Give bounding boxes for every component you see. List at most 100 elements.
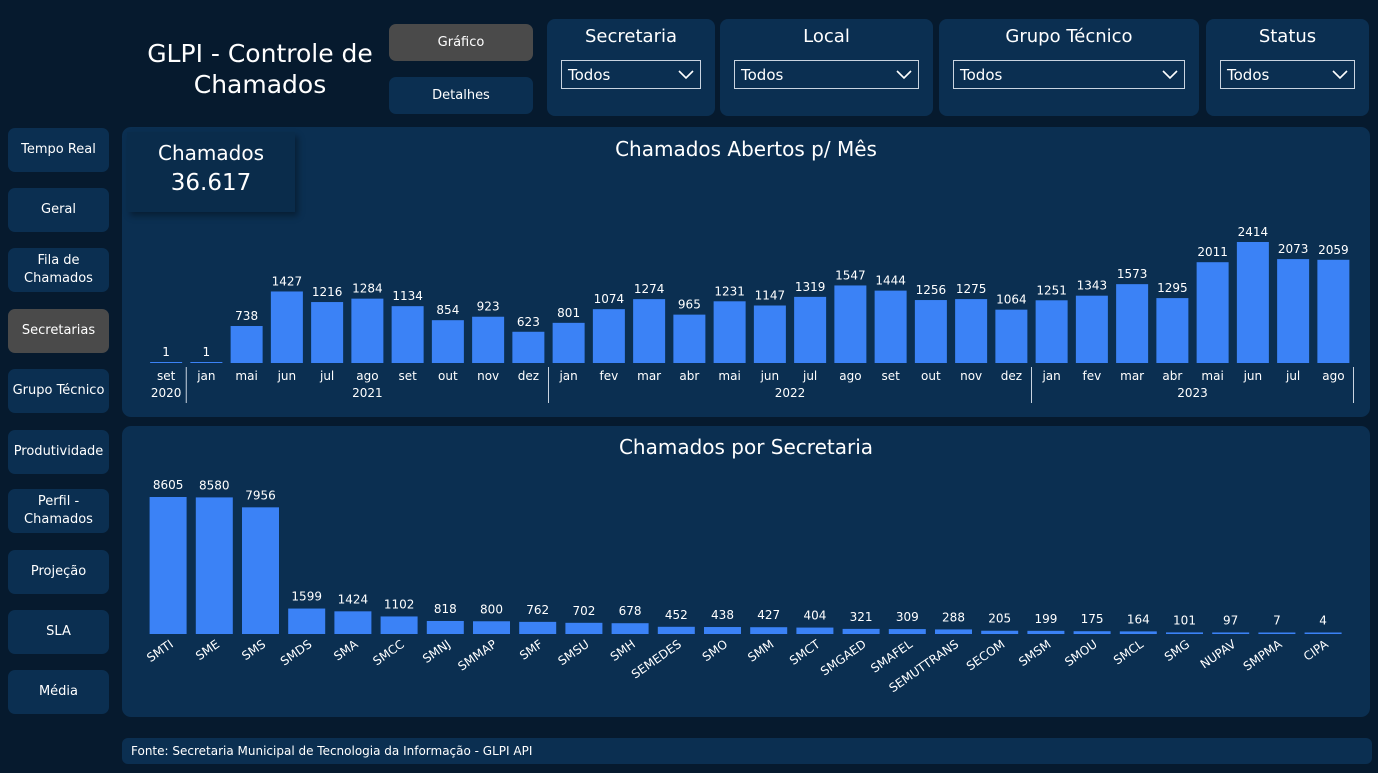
x-tick-label: SECOM xyxy=(964,637,1008,673)
monthly-chart-panel: Chamados Abertos p/ Mês 1 set 1 jan 738 mai 14… xyxy=(122,127,1370,417)
x-tick-label: SMF xyxy=(517,637,545,663)
bar xyxy=(426,620,464,634)
x-tick-label: SMOU xyxy=(1062,637,1100,669)
data-label: 199 xyxy=(1034,612,1057,626)
x-tick-label: NUPAV xyxy=(1198,637,1239,672)
x-tick-label: SMG xyxy=(1162,637,1192,664)
grupo-tecnico-select[interactable]: Todos xyxy=(953,60,1185,89)
data-label: 762 xyxy=(526,603,549,617)
x-tick-label: jul xyxy=(802,369,817,383)
sidebar-item-projecao[interactable]: Projeção xyxy=(8,550,109,594)
data-label: 854 xyxy=(436,303,459,317)
sidebar-item-tempo-real[interactable]: Tempo Real xyxy=(8,128,109,172)
bar xyxy=(552,322,585,363)
data-label: 738 xyxy=(235,309,258,323)
filter-local: Local Todos xyxy=(720,19,933,116)
x-tick-label: jan xyxy=(558,369,577,383)
bar xyxy=(633,299,666,363)
x-tick-label: jun xyxy=(1243,369,1263,383)
bar xyxy=(242,507,279,634)
chevron-down-icon xyxy=(678,69,694,79)
bar xyxy=(1166,632,1203,634)
data-label: 288 xyxy=(942,610,965,624)
bar xyxy=(270,291,303,363)
chevron-down-icon xyxy=(1162,69,1178,79)
data-label: 452 xyxy=(665,608,688,622)
detalhes-button[interactable]: Detalhes xyxy=(389,77,533,114)
status-select[interactable]: Todos xyxy=(1220,60,1355,89)
data-label: 7 xyxy=(1273,614,1281,628)
x-tick-label: CIPA xyxy=(1301,637,1331,664)
data-label: 101 xyxy=(1173,613,1196,627)
data-label: 1547 xyxy=(835,268,866,282)
kpi-label: Chamados xyxy=(158,141,264,165)
filter-label: Secretaria xyxy=(585,26,677,47)
x-tick-label: dez xyxy=(518,369,539,383)
bar xyxy=(311,302,344,363)
year-label: 2023 xyxy=(1177,386,1208,400)
x-tick-label: jan xyxy=(1041,369,1060,383)
bar xyxy=(592,309,625,363)
x-tick-label: fev xyxy=(1083,369,1102,383)
bar xyxy=(1317,259,1350,363)
bar xyxy=(519,621,557,634)
sidebar-item-geral[interactable]: Geral xyxy=(8,188,109,232)
x-tick-label: SMSU xyxy=(555,637,591,668)
bar xyxy=(512,331,545,363)
data-label: 1275 xyxy=(956,282,987,296)
data-label: 801 xyxy=(557,306,580,320)
filter-label: Local xyxy=(803,26,850,47)
data-label: 2414 xyxy=(1238,225,1269,239)
data-label: 1251 xyxy=(1036,283,1067,297)
sidebar-item-grupo-tecnico[interactable]: Grupo Técnico xyxy=(8,369,109,413)
x-tick-label: SMMAP xyxy=(455,637,499,674)
chart-title: Chamados por Secretaria xyxy=(618,435,874,459)
data-label: 205 xyxy=(988,612,1011,626)
data-label: 404 xyxy=(803,609,826,623)
bar xyxy=(334,611,372,634)
sidebar-item-produtividade[interactable]: Produtividade xyxy=(8,430,109,474)
x-tick-label: SMCL xyxy=(1111,637,1146,668)
bar xyxy=(230,326,263,363)
data-label: 2059 xyxy=(1318,243,1349,257)
data-label: 1256 xyxy=(916,283,947,297)
grafico-button[interactable]: Gráfico xyxy=(389,24,533,61)
data-label: 97 xyxy=(1223,613,1238,627)
x-tick-label: mar xyxy=(1120,369,1144,383)
x-tick-label: SMO xyxy=(700,637,730,664)
data-label: 1319 xyxy=(795,280,826,294)
sidebar-item-secretarias[interactable]: Secretarias xyxy=(8,309,109,353)
monthly-chart: 1 set 1 jan 738 mai 1427 jun 1216 jul 1284 ago 1134 s… xyxy=(150,225,1354,403)
data-label: 1343 xyxy=(1077,279,1108,293)
bar xyxy=(914,300,947,363)
data-label: 1147 xyxy=(755,289,786,303)
data-label: 1064 xyxy=(996,293,1027,307)
x-tick-label: mai xyxy=(235,369,257,383)
data-label: 702 xyxy=(572,604,595,618)
data-label: 309 xyxy=(896,610,919,624)
secretaria-chart: 8605 SMTI 8580 SME 7956 SMS 1599 SMDS 1424 SMA 110… xyxy=(144,478,1342,695)
x-tick-label: jul xyxy=(319,369,334,383)
sidebar-item-media[interactable]: Média xyxy=(8,670,109,714)
data-label: 1444 xyxy=(875,274,906,288)
secretaria-select[interactable]: Todos xyxy=(561,60,701,89)
x-tick-label: mar xyxy=(637,369,661,383)
data-label: 623 xyxy=(517,315,540,329)
bar xyxy=(380,616,418,634)
bar xyxy=(935,629,972,634)
kpi-value: 36.617 xyxy=(170,170,252,196)
sidebar-item-sla[interactable]: SLA xyxy=(8,610,109,654)
bar xyxy=(431,320,464,363)
data-label: 164 xyxy=(1127,612,1150,626)
sidebar-item-perfil-chamados[interactable]: Perfil - Chamados xyxy=(8,489,109,533)
data-label: 1 xyxy=(203,345,211,359)
x-tick-label: SMSM xyxy=(1016,637,1053,669)
local-select[interactable]: Todos xyxy=(734,60,919,89)
bar xyxy=(1236,242,1269,363)
bar xyxy=(1212,632,1250,634)
sidebar-item-fila-de-chamados[interactable]: Fila de Chamados xyxy=(8,248,109,292)
data-label: 2011 xyxy=(1197,245,1228,259)
bar xyxy=(794,296,827,363)
data-label: 818 xyxy=(434,602,457,616)
bar xyxy=(888,629,926,634)
